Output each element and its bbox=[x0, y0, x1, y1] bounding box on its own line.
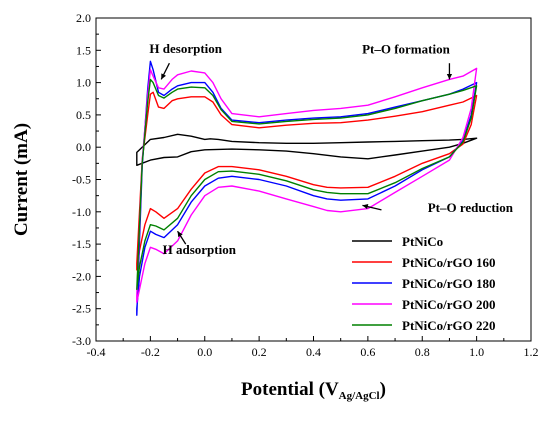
legend-label: PtNiCo/rGO 180 bbox=[402, 276, 496, 291]
x-tick-label: 0.8 bbox=[415, 345, 430, 359]
legend: PtNiCo PtNiCo/rGO 160 PtNiCo/rGO 180 PtNiCo… bbox=[352, 234, 496, 333]
y-tick-label: -1.0 bbox=[72, 205, 91, 219]
x-tick-label: -0.4 bbox=[87, 345, 106, 359]
x-tick-label: 0.2 bbox=[252, 345, 267, 359]
annotation-label: Pt–O reduction bbox=[428, 200, 514, 215]
y-tick-label: 0.5 bbox=[76, 108, 91, 122]
y-tick-label: 1.5 bbox=[76, 43, 91, 57]
annotation-label: Pt–O formation bbox=[362, 42, 451, 57]
series-line-2 bbox=[136, 91, 478, 271]
annotations: H desorption Pt–O formation Pt–O reduction… bbox=[149, 41, 513, 257]
annotation-arrowhead bbox=[362, 204, 369, 210]
x-axis-title: Potential (VAg/AgCl) bbox=[241, 379, 386, 402]
y-tick-label: -1.5 bbox=[72, 237, 91, 251]
plot-area-frame bbox=[95, 17, 532, 342]
y-tick-label: -2.0 bbox=[72, 269, 91, 283]
legend-label: PtNiCo/rGO 200 bbox=[402, 297, 496, 312]
y-tick-label: -0.5 bbox=[72, 173, 91, 187]
x-axis-title-subscript: Ag/AgCl bbox=[339, 390, 380, 402]
series-line-3 bbox=[136, 60, 478, 316]
y-tick-label: 2.0 bbox=[76, 11, 91, 25]
x-tick-label: -0.2 bbox=[141, 345, 160, 359]
annotation-arrowhead bbox=[446, 73, 453, 80]
series-line-1 bbox=[136, 133, 478, 166]
x-axis-title-main: Potential (V bbox=[241, 379, 339, 400]
annotation-label: H desorption bbox=[149, 41, 222, 56]
series-line-4 bbox=[136, 67, 478, 303]
x-tick-label: 0.6 bbox=[360, 345, 375, 359]
axis-ticks: -0.4 -0.2 0.0 0.2 0.4 0.6 0.8 1.0 1.2 2.0 1.5 1.0 0.… bbox=[72, 11, 539, 359]
annotation-label: H adsorption bbox=[163, 242, 237, 257]
x-tick-label: 0.0 bbox=[197, 345, 212, 359]
annotation-arrowhead bbox=[161, 73, 167, 80]
y-tick-label: -3.0 bbox=[72, 334, 91, 348]
x-tick-label: 0.4 bbox=[306, 345, 321, 359]
y-tick-label: 1.0 bbox=[76, 76, 91, 90]
y-axis-title: Current (mA) bbox=[11, 123, 32, 236]
y-tick-label: 0.0 bbox=[76, 140, 91, 154]
series-layer bbox=[136, 60, 478, 316]
x-axis-title-close: ) bbox=[380, 379, 386, 400]
x-tick-label: 1.0 bbox=[469, 345, 484, 359]
annotation-arrowhead bbox=[177, 231, 183, 238]
series-line-5 bbox=[136, 78, 478, 290]
legend-label: PtNiCo/rGO 160 bbox=[402, 255, 496, 270]
x-tick-label: 1.2 bbox=[524, 345, 539, 359]
y-tick-label: -2.5 bbox=[72, 302, 91, 316]
legend-label: PtNiCo bbox=[402, 234, 443, 249]
legend-label: PtNiCo/rGO 220 bbox=[402, 318, 496, 333]
